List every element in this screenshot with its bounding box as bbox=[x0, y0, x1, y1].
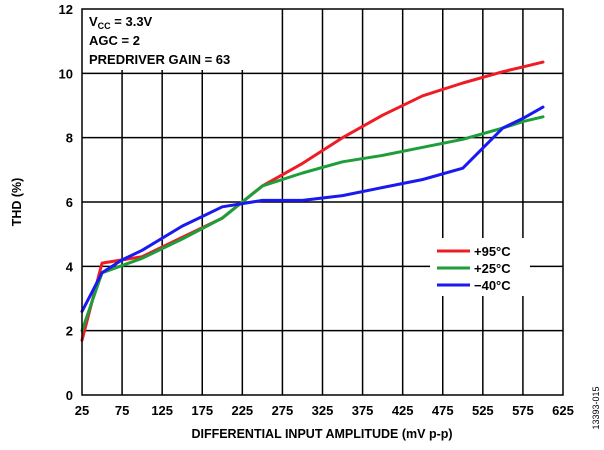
x-tick-label: 475 bbox=[432, 403, 454, 418]
y-tick-label: 2 bbox=[66, 324, 73, 339]
x-tick-label: 525 bbox=[472, 403, 494, 418]
legend: +95°C +25°C −40°C bbox=[430, 238, 530, 296]
series-lines bbox=[80, 60, 545, 342]
y-tick-label: 8 bbox=[66, 131, 73, 146]
x-tick-label: 25 bbox=[75, 403, 89, 418]
x-tick-label: 225 bbox=[231, 403, 253, 418]
figure-id: 13393-015 bbox=[591, 386, 601, 429]
legend-label-minus40c: −40°C bbox=[474, 278, 511, 293]
y-tick-labels: 0 2 4 6 8 10 12 bbox=[59, 2, 74, 403]
condition-predriver-gain: PREDRIVER GAIN = 63 bbox=[89, 52, 230, 67]
condition-agc: AGC = 2 bbox=[89, 33, 140, 48]
conditions-box: VCC = 3.3V AGC = 2 PREDRIVER GAIN = 63 bbox=[82, 9, 278, 70]
series-line-95c bbox=[80, 60, 545, 342]
x-tick-label: 625 bbox=[552, 403, 574, 418]
y-axis-title: THD (%) bbox=[10, 178, 24, 227]
plot-frame bbox=[81, 8, 564, 396]
series-line-minus40c bbox=[80, 105, 545, 313]
x-axis-title: DIFFERENTIAL INPUT AMPLITUDE (mV p-p) bbox=[191, 427, 452, 441]
x-tick-label: 75 bbox=[115, 403, 129, 418]
y-tick-label: 6 bbox=[66, 195, 73, 210]
y-tick-label: 12 bbox=[59, 2, 73, 17]
x-tick-label: 325 bbox=[312, 403, 334, 418]
legend-label-25c: +25°C bbox=[474, 261, 511, 276]
series-line-25c bbox=[80, 115, 545, 333]
condition-vcc: VCC = 3.3V bbox=[89, 14, 153, 31]
x-tick-label: 125 bbox=[151, 403, 173, 418]
y-tick-label: 10 bbox=[59, 66, 73, 81]
x-tick-label: 375 bbox=[352, 403, 374, 418]
y-tick-label: 4 bbox=[66, 259, 74, 274]
x-tick-labels: 25 75 125 175 225 275 325 375 425 475 525 575 625 bbox=[75, 403, 574, 418]
x-tick-label: 175 bbox=[191, 403, 213, 418]
x-tick-label: 575 bbox=[512, 403, 534, 418]
y-tick-label: 0 bbox=[66, 388, 73, 403]
x-tick-label: 275 bbox=[272, 403, 294, 418]
legend-label-95c: +95°C bbox=[474, 244, 511, 259]
conditions-box-background bbox=[82, 9, 278, 70]
x-tick-label: 425 bbox=[392, 403, 414, 418]
